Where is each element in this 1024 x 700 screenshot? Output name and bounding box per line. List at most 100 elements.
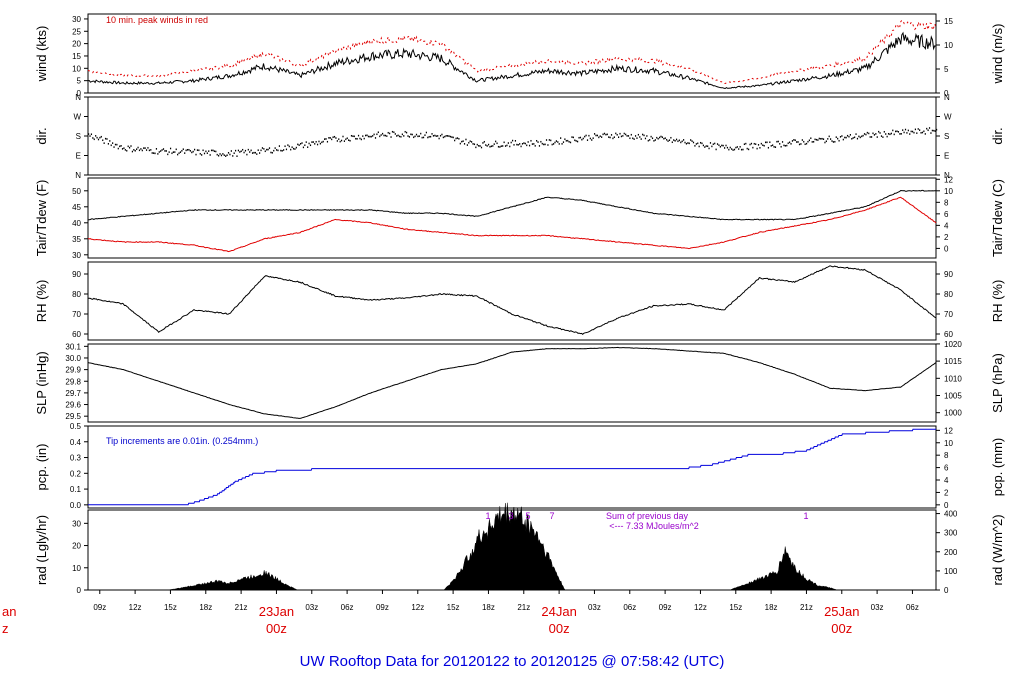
dir-point bbox=[194, 148, 196, 151]
dir-point bbox=[128, 146, 131, 149]
dir-point bbox=[602, 133, 604, 136]
dir-point bbox=[349, 139, 351, 142]
dir-point bbox=[855, 133, 857, 135]
dir-point bbox=[237, 149, 240, 152]
dir-point bbox=[168, 151, 170, 153]
dir-point bbox=[931, 129, 933, 132]
dir-point bbox=[805, 142, 808, 145]
dir-point bbox=[870, 136, 873, 138]
dir-point bbox=[493, 143, 495, 145]
dir-point bbox=[640, 138, 642, 140]
dir-point bbox=[743, 143, 745, 146]
dir-point bbox=[824, 141, 826, 144]
slp-right-tick-label: 1000 bbox=[944, 409, 962, 418]
dir-point bbox=[277, 149, 279, 152]
dir-point bbox=[742, 148, 744, 151]
wind-right-tick-label: 10 bbox=[944, 41, 953, 50]
slp-left-tick-label: 29.5 bbox=[65, 412, 81, 421]
dir-point bbox=[236, 155, 238, 157]
dir-point bbox=[681, 140, 683, 143]
temp-right-tick-label: 2 bbox=[944, 233, 949, 242]
dir-point bbox=[517, 144, 519, 146]
day-label-time: 00z bbox=[831, 621, 852, 636]
wind-left-tick-label: 30 bbox=[72, 15, 81, 24]
dir-point bbox=[162, 148, 165, 150]
dir-point bbox=[160, 150, 162, 152]
rad-right-tick-label: 200 bbox=[944, 548, 958, 557]
dir-point bbox=[678, 139, 680, 142]
slp-left-tick-label: 29.7 bbox=[65, 389, 81, 398]
dir-point bbox=[654, 139, 656, 141]
dir-point bbox=[446, 135, 449, 137]
rad-left-axis-label: rad (Lgly/hr) bbox=[34, 515, 49, 585]
dir-point bbox=[196, 149, 199, 151]
temp-right-axis-label: Tair/Tdew (C) bbox=[990, 179, 1005, 257]
slp-frame bbox=[87, 343, 937, 423]
dir-point bbox=[514, 140, 517, 142]
day-label-time: 00z bbox=[549, 621, 570, 636]
wind-series-10-min-peak bbox=[87, 19, 937, 85]
dir-point bbox=[875, 133, 877, 135]
dir-point bbox=[417, 135, 419, 138]
dir-point bbox=[103, 142, 105, 144]
dir-point bbox=[764, 141, 767, 144]
dir-point bbox=[281, 149, 283, 152]
dir-point bbox=[490, 145, 492, 148]
dir-point bbox=[365, 134, 367, 137]
dir-point bbox=[504, 145, 507, 147]
dir-point bbox=[616, 133, 618, 136]
temp-right-tick-label: 10 bbox=[944, 187, 953, 196]
dir-point bbox=[666, 138, 668, 141]
dir-point bbox=[538, 145, 541, 147]
dir-point bbox=[164, 150, 166, 152]
dir-point bbox=[222, 153, 224, 155]
dir-point bbox=[171, 152, 173, 155]
dir-point bbox=[497, 145, 500, 148]
dir-point bbox=[753, 142, 755, 145]
dir-point bbox=[373, 133, 375, 136]
dir-point bbox=[886, 135, 888, 138]
dir-point bbox=[247, 148, 249, 151]
dir-point bbox=[574, 139, 576, 142]
dir-point bbox=[837, 137, 839, 140]
dir-point bbox=[116, 143, 118, 146]
dir-point bbox=[472, 143, 474, 145]
dir-point bbox=[578, 136, 580, 139]
dir-point bbox=[391, 130, 394, 133]
dir-point bbox=[773, 146, 775, 148]
dir-point bbox=[626, 135, 628, 137]
time-tick-label: 15z bbox=[729, 603, 742, 612]
dir-point bbox=[394, 133, 396, 135]
dir-point bbox=[249, 151, 251, 153]
dir-point bbox=[503, 141, 505, 144]
dir-point bbox=[377, 131, 379, 134]
dir-point bbox=[876, 136, 878, 138]
dir-point bbox=[147, 147, 149, 149]
time-tick-label: 12z bbox=[694, 603, 707, 612]
dir-point bbox=[880, 135, 883, 137]
time-tick-label: 09z bbox=[93, 603, 106, 612]
dir-point bbox=[568, 141, 570, 143]
dir-point bbox=[889, 133, 891, 136]
dir-point bbox=[664, 137, 666, 139]
dir-point bbox=[612, 137, 614, 140]
dir-point bbox=[205, 150, 207, 153]
dir-point bbox=[651, 137, 654, 140]
dir-point bbox=[88, 133, 90, 135]
dir-point bbox=[903, 131, 905, 134]
dir-point bbox=[729, 146, 731, 149]
rad-annotation-value: <--- 7.33 MJoules/m^2 bbox=[609, 521, 699, 531]
dir-point bbox=[797, 141, 799, 143]
dir-point bbox=[718, 144, 720, 147]
dir-point bbox=[172, 151, 174, 153]
dir-point bbox=[846, 134, 849, 137]
dir-point bbox=[192, 150, 194, 153]
time-tick-label: 18z bbox=[765, 603, 778, 612]
temp-left-tick-label: 50 bbox=[72, 187, 81, 196]
dir-point bbox=[800, 143, 802, 145]
dir-point bbox=[821, 137, 823, 140]
dir-point bbox=[462, 140, 464, 142]
time-tick-label: 03z bbox=[305, 603, 318, 612]
dir-point bbox=[791, 140, 794, 142]
